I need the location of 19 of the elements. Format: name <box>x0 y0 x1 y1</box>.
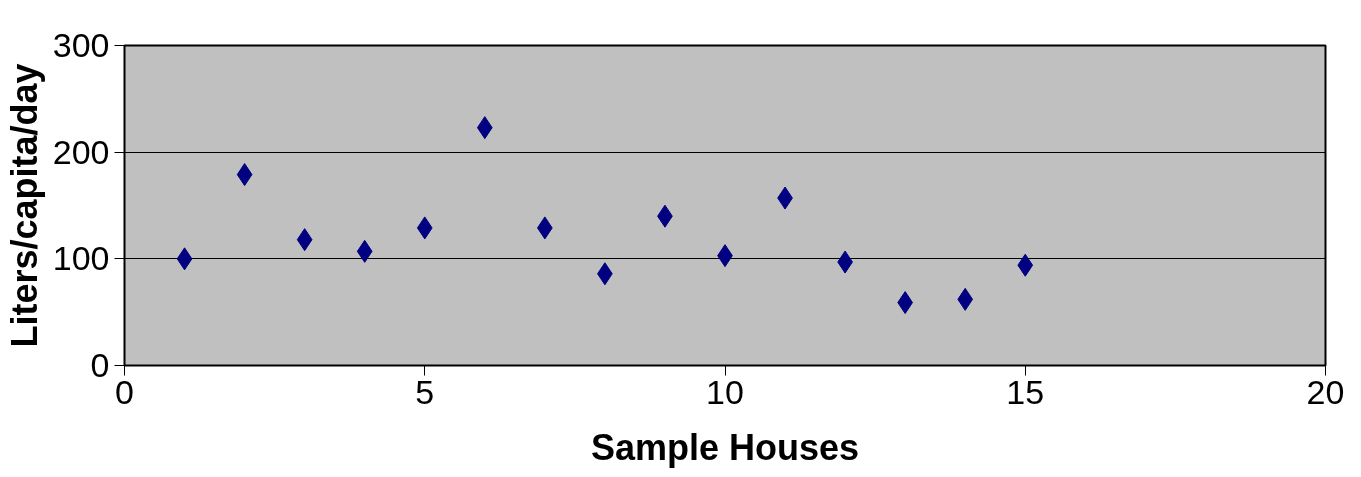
x-tick-label: 5 <box>415 372 435 411</box>
point <box>476 116 493 140</box>
y-axis-title: Liters/capita/day <box>3 63 45 348</box>
y-tick-label: 300 <box>52 26 110 64</box>
point <box>1017 253 1034 277</box>
y-tick-label: 100 <box>52 239 110 278</box>
x-tick-label: 15 <box>1006 372 1045 411</box>
point <box>957 287 974 311</box>
point <box>296 228 313 252</box>
x-tick-label: 10 <box>706 372 744 411</box>
x-tick-label: 20 <box>1306 372 1345 411</box>
x-tick-label: 0 <box>115 372 134 411</box>
point <box>356 239 373 263</box>
y-tick-label: 0 <box>90 346 110 384</box>
point <box>176 247 193 271</box>
x-axis-title: Sample Houses <box>590 426 860 468</box>
point <box>236 163 253 187</box>
y-tick-label: 200 <box>52 132 110 171</box>
point <box>416 216 433 240</box>
